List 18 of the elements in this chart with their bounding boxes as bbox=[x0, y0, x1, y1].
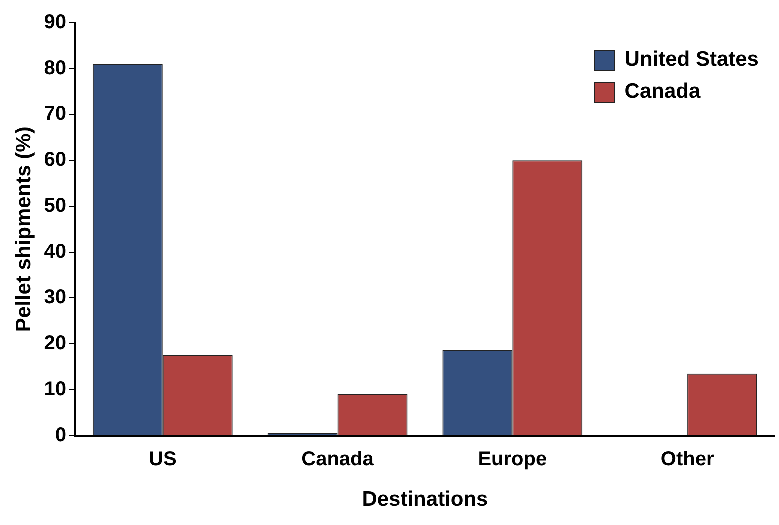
x-tick-label: Canada bbox=[302, 448, 375, 470]
y-tick-label: 30 bbox=[44, 286, 66, 309]
y-tick-label: 80 bbox=[44, 57, 66, 80]
y-tick-label: 0 bbox=[55, 424, 66, 446]
y-axis-title: Pellet shipments (%) bbox=[12, 126, 36, 332]
x-tick-label: Europe bbox=[478, 448, 548, 470]
x-axis-title: Destinations bbox=[362, 488, 488, 512]
y-tick-label: 90 bbox=[44, 12, 66, 34]
y-tick-label: 20 bbox=[44, 332, 66, 355]
y-tick-label: 40 bbox=[44, 240, 66, 263]
y-tick-label: 60 bbox=[44, 149, 66, 172]
y-tick-label: 70 bbox=[44, 103, 66, 126]
legend-label: Canada bbox=[624, 80, 701, 104]
y-tick-label: 50 bbox=[44, 194, 66, 217]
y-tick-label: 10 bbox=[44, 378, 66, 400]
x-tick-label: Other bbox=[660, 448, 714, 470]
legend-label: United States bbox=[624, 48, 759, 72]
x-tick-label: US bbox=[148, 448, 177, 470]
